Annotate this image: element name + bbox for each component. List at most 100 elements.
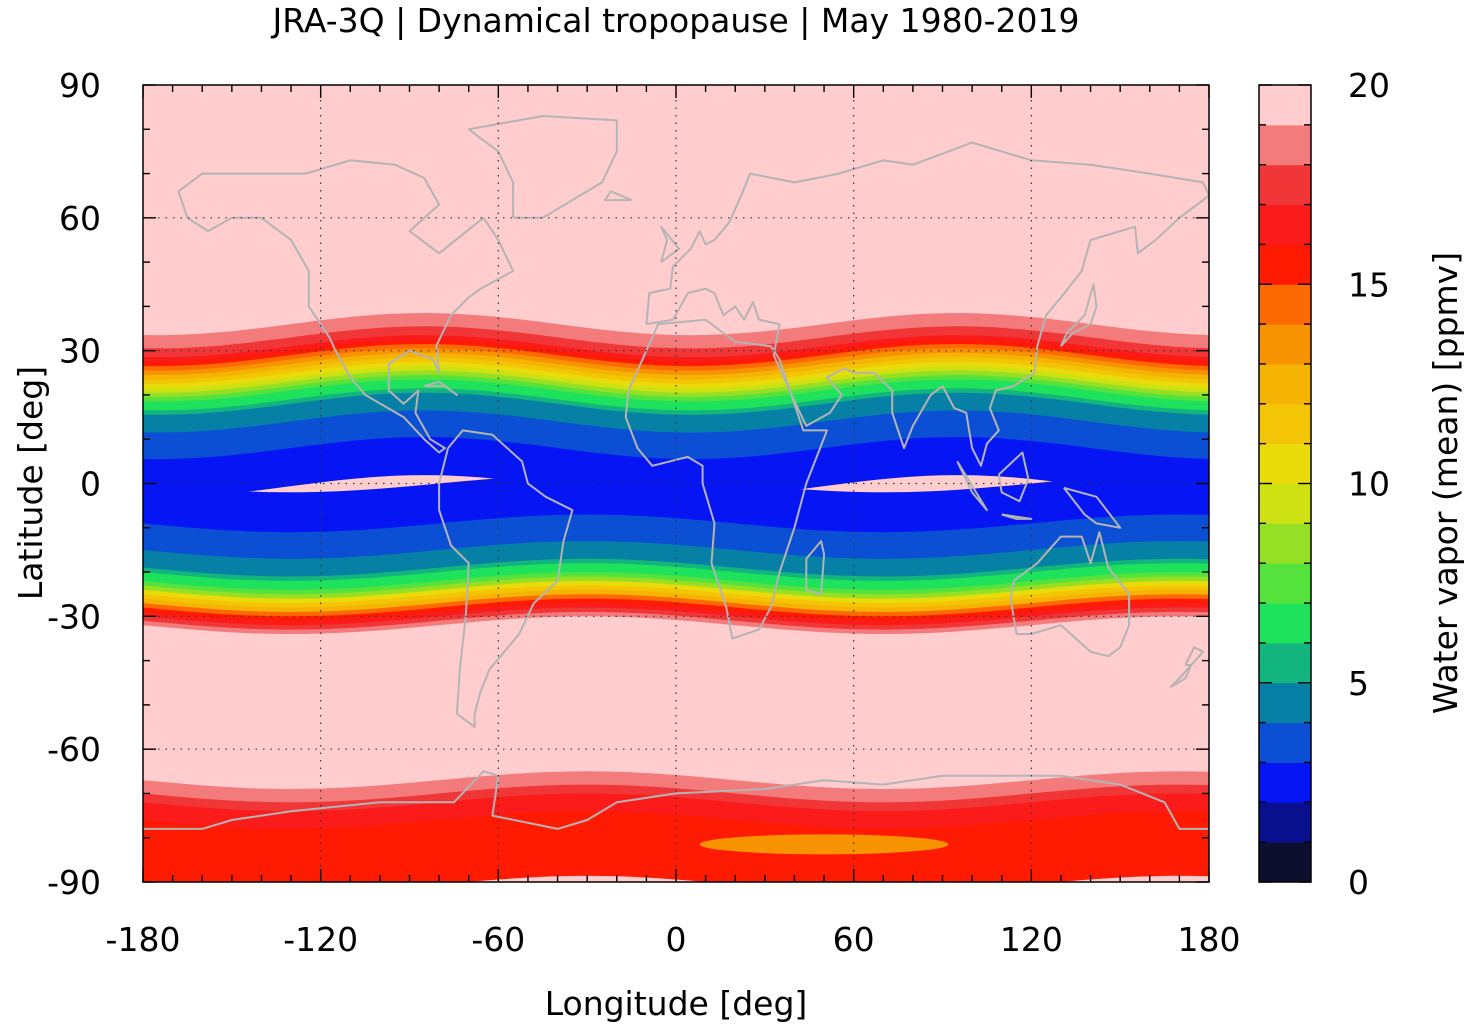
colorbar-segment <box>1259 284 1311 325</box>
field-band <box>143 352 1209 383</box>
field-band <box>143 432 1209 462</box>
colorbar-segment <box>1259 324 1311 365</box>
y-tick-label: -90 <box>47 863 101 902</box>
y-axis-ticks: 90 60 30 0 -30 -60 -90 <box>47 66 1209 902</box>
coastline-segment <box>177 159 515 454</box>
coastline-segment <box>997 451 1030 503</box>
field-band <box>143 445 1209 476</box>
grid-lines <box>143 85 1209 882</box>
field-band <box>143 428 1209 458</box>
y-tick-label: 60 <box>59 199 101 238</box>
colorbar-segment <box>1259 642 1311 684</box>
coastline-segment <box>645 141 1209 467</box>
field-band <box>143 251 1209 281</box>
x-tick-label: 180 <box>1178 920 1241 959</box>
field-band <box>143 419 1209 449</box>
coastline-segment <box>1063 486 1122 529</box>
field-band <box>143 268 1209 298</box>
coastline-segment <box>624 318 828 640</box>
field-band <box>143 96 1209 126</box>
field-band <box>143 109 1209 139</box>
colorbar-segment <box>1259 762 1311 803</box>
colorbar-segment <box>1259 523 1311 564</box>
field-band <box>143 162 1209 192</box>
coastline-segment <box>805 540 826 596</box>
x-tick-label: 0 <box>666 920 687 959</box>
field-band <box>143 189 1209 219</box>
field-band <box>143 184 1209 214</box>
field-band <box>143 383 1209 414</box>
colorbar-segment <box>1259 722 1311 763</box>
coastline-segment <box>660 225 680 263</box>
colorbar-tick-label: 0 <box>1348 863 1369 902</box>
field-band <box>143 379 1209 409</box>
field-band <box>143 304 1209 334</box>
coastline-segment <box>1169 664 1193 689</box>
antarctic-core <box>699 834 949 855</box>
coastline-segment <box>1184 646 1205 666</box>
coastline-segment <box>467 115 618 219</box>
colorbar-label: Water vapor (mean) [ppmv] <box>1426 252 1465 714</box>
colorbar-segment <box>1259 85 1311 126</box>
coastline-segment <box>424 380 458 396</box>
coastline-segment <box>956 460 988 512</box>
colorbar <box>1259 85 1311 883</box>
field-band <box>143 211 1209 241</box>
field-band <box>143 215 1209 245</box>
field-band <box>143 282 1209 312</box>
field-band <box>143 140 1209 170</box>
colorbar-segment <box>1259 124 1311 166</box>
field-band <box>143 259 1209 290</box>
field-band <box>143 131 1209 161</box>
field-band <box>143 441 1209 471</box>
colorbar-tick-label: 10 <box>1348 465 1390 504</box>
colorbar-ticks: 0 5 10 15 20 <box>1259 66 1390 902</box>
x-tick-label: -120 <box>283 920 358 959</box>
coastline-segment <box>603 190 632 202</box>
field-band <box>143 468 1209 498</box>
coastline-segment <box>1059 283 1098 347</box>
y-axis-label: Latitude [deg] <box>11 366 50 600</box>
y-tick-label: -30 <box>47 597 101 636</box>
x-tick-label: 120 <box>1000 920 1063 959</box>
x-tick-label: -180 <box>106 920 181 959</box>
colorbar-segment <box>1259 682 1311 724</box>
colorbar-segment <box>1259 164 1311 206</box>
colorbar-segment <box>1259 244 1311 285</box>
field-band <box>143 237 1209 267</box>
coastline-segment <box>1009 531 1131 658</box>
coastlines <box>143 115 1209 830</box>
x-tick-label: 60 <box>833 920 875 959</box>
colorbar-segment <box>1259 563 1311 604</box>
field-band <box>143 224 1209 254</box>
colorbar-tick-label: 5 <box>1348 664 1369 703</box>
y-tick-label: 30 <box>59 332 101 371</box>
field-band <box>143 273 1209 303</box>
colorbar-tick-label: 15 <box>1348 265 1390 304</box>
coastline-segment <box>143 770 1209 830</box>
field-band <box>143 401 1209 431</box>
field-band <box>143 255 1209 285</box>
field-band <box>143 202 1209 232</box>
colorbar-segment <box>1259 483 1311 524</box>
y-tick-label: -60 <box>47 730 101 769</box>
field-band <box>143 193 1209 223</box>
x-tick-label: -60 <box>471 920 525 959</box>
field-band <box>143 180 1209 210</box>
y-tick-label: 90 <box>59 66 101 105</box>
x-axis-label: Longitude [deg] <box>545 984 808 1023</box>
field-band <box>143 85 1209 104</box>
field-band <box>143 366 1209 396</box>
colorbar-segment <box>1259 842 1311 883</box>
field-band <box>143 153 1209 183</box>
colorbar-segment <box>1259 443 1311 484</box>
field-band <box>143 171 1209 201</box>
field-band <box>143 335 1209 365</box>
chart-title: JRA-3Q | Dynamical tropopause | May 1980… <box>271 1 1080 40</box>
coastline-segment <box>438 429 574 728</box>
field-band <box>143 158 1209 188</box>
colorbar-segment <box>1259 802 1311 843</box>
y-tick-label: 0 <box>80 465 101 504</box>
field-band <box>143 450 1209 480</box>
field-band <box>143 85 1209 112</box>
